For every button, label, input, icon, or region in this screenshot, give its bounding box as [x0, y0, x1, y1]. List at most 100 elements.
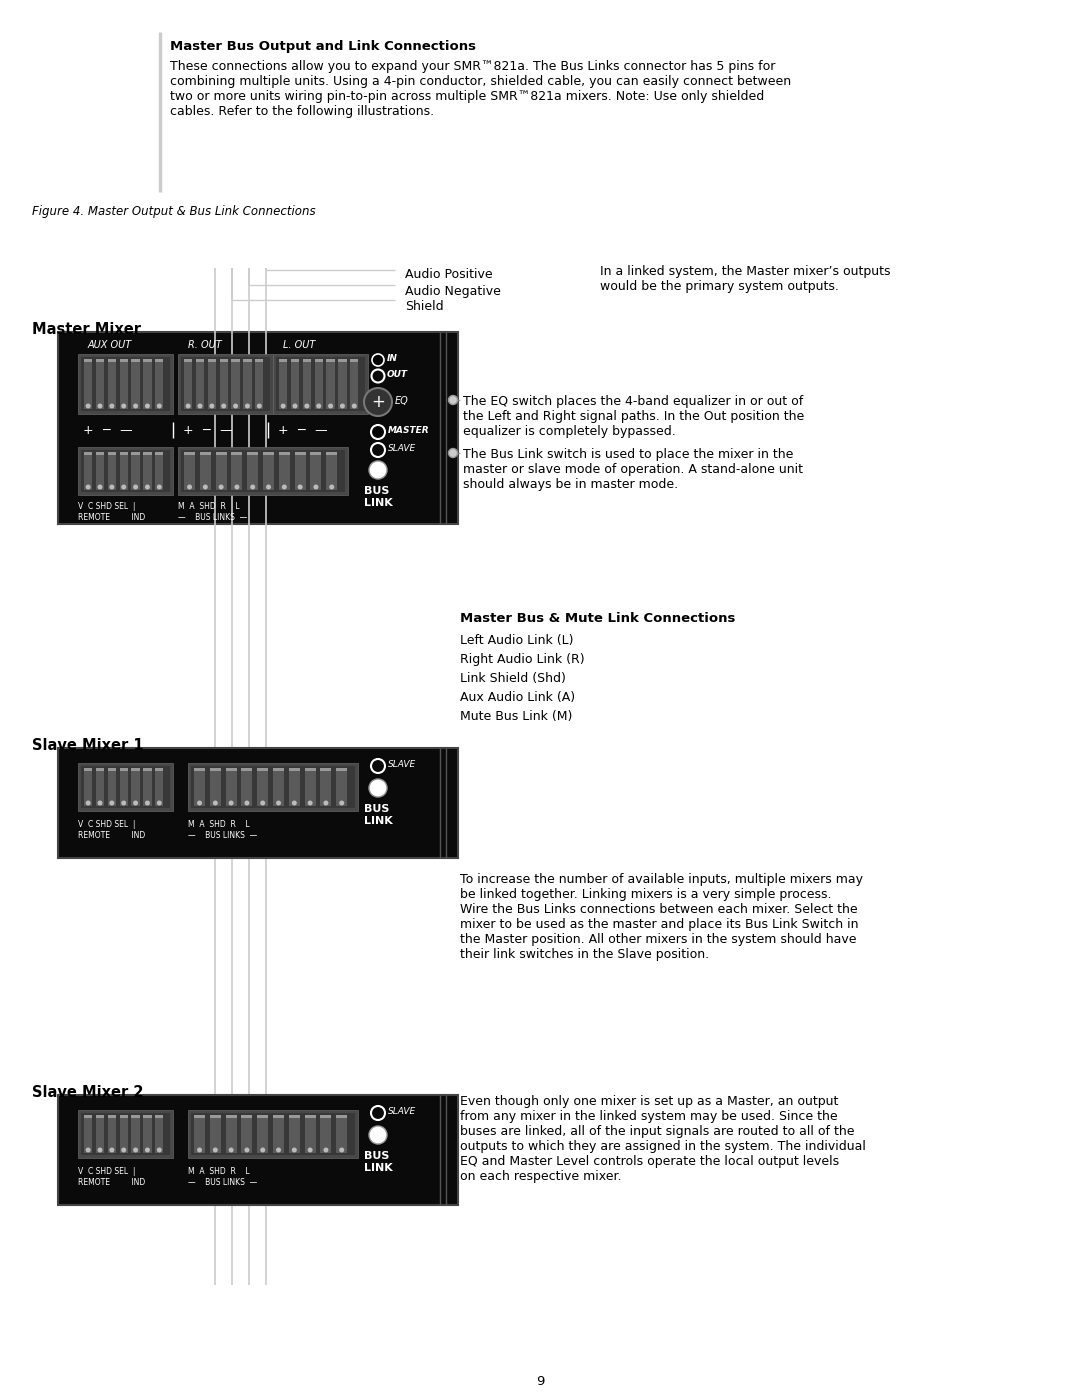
Circle shape: [133, 485, 138, 489]
Circle shape: [364, 388, 392, 416]
Bar: [81, 766, 170, 807]
Text: Master Bus & Mute Link Connections: Master Bus & Mute Link Connections: [460, 612, 735, 624]
Bar: [247, 453, 258, 455]
Text: REMOTE         IND: REMOTE IND: [78, 831, 145, 840]
Text: LINK: LINK: [364, 1162, 393, 1173]
Bar: [184, 453, 195, 455]
Circle shape: [339, 1147, 345, 1153]
Bar: [314, 359, 323, 409]
Bar: [96, 453, 104, 490]
Bar: [84, 768, 92, 771]
Bar: [210, 1115, 221, 1118]
Bar: [58, 1095, 458, 1206]
Text: V  C SHD SEL  |: V C SHD SEL |: [78, 820, 135, 828]
Text: +  −  —: + − —: [278, 425, 327, 437]
Bar: [231, 359, 240, 409]
Bar: [84, 768, 92, 806]
Circle shape: [260, 800, 266, 806]
Bar: [132, 768, 139, 771]
Bar: [338, 359, 347, 409]
Text: Even though only one mixer is set up as a Master, an output
from any mixer in th: Even though only one mixer is set up as …: [460, 1095, 866, 1183]
Text: L. OUT: L. OUT: [283, 339, 315, 351]
Bar: [295, 453, 306, 490]
Circle shape: [133, 1147, 138, 1153]
Circle shape: [145, 1147, 150, 1153]
Text: V  C SHD SEL  |: V C SHD SEL |: [78, 502, 135, 511]
Bar: [350, 359, 359, 362]
Bar: [273, 353, 368, 414]
Bar: [132, 359, 139, 409]
Bar: [242, 768, 253, 771]
Circle shape: [233, 404, 238, 408]
Bar: [108, 1115, 116, 1118]
Circle shape: [157, 485, 162, 489]
Bar: [194, 768, 205, 771]
Bar: [273, 768, 284, 771]
Circle shape: [121, 404, 126, 408]
Text: Left Audio Link (L): Left Audio Link (L): [460, 634, 573, 647]
Bar: [120, 1115, 127, 1153]
Bar: [120, 768, 127, 771]
Circle shape: [197, 1147, 202, 1153]
Bar: [295, 453, 306, 455]
Text: Audio Negative: Audio Negative: [405, 285, 501, 298]
Text: —    BUS LINKS  —: — BUS LINKS —: [178, 513, 247, 522]
Bar: [78, 447, 173, 495]
Bar: [84, 453, 92, 490]
Text: +  −  —: + − —: [183, 425, 232, 437]
Bar: [108, 359, 116, 362]
Circle shape: [157, 800, 162, 806]
Text: Audio Positive: Audio Positive: [405, 268, 492, 281]
Bar: [302, 359, 311, 409]
Circle shape: [316, 404, 321, 408]
Text: LINK: LINK: [364, 816, 393, 826]
Bar: [276, 358, 365, 411]
Circle shape: [210, 404, 214, 408]
Bar: [120, 359, 127, 362]
Text: LINK: LINK: [364, 497, 393, 509]
Bar: [188, 763, 357, 812]
Circle shape: [121, 485, 126, 489]
Bar: [178, 353, 273, 414]
Bar: [326, 359, 335, 362]
Bar: [156, 1115, 163, 1118]
Bar: [257, 1115, 268, 1153]
Circle shape: [97, 800, 103, 806]
Circle shape: [229, 1147, 233, 1153]
Bar: [78, 763, 173, 812]
Bar: [156, 1115, 163, 1153]
Text: —    BUS LINKS  —: — BUS LINKS —: [188, 1178, 257, 1187]
Circle shape: [339, 800, 345, 806]
Circle shape: [213, 800, 218, 806]
Bar: [156, 768, 163, 771]
Text: BUS: BUS: [364, 805, 390, 814]
Bar: [207, 359, 216, 362]
Bar: [200, 453, 211, 455]
Bar: [273, 768, 284, 806]
Bar: [156, 359, 163, 409]
Circle shape: [369, 461, 387, 479]
Bar: [242, 768, 253, 806]
Text: SLAVE: SLAVE: [388, 444, 416, 453]
Bar: [81, 358, 170, 411]
Circle shape: [308, 1147, 312, 1153]
Bar: [226, 1115, 237, 1118]
Bar: [132, 768, 139, 806]
Circle shape: [109, 404, 114, 408]
Bar: [156, 453, 163, 455]
Bar: [326, 453, 337, 490]
Circle shape: [244, 800, 249, 806]
Circle shape: [352, 404, 356, 408]
Bar: [144, 453, 151, 455]
Text: Mute Bus Link (M): Mute Bus Link (M): [460, 710, 572, 724]
Bar: [132, 1115, 139, 1118]
Bar: [255, 359, 264, 409]
Bar: [132, 453, 139, 490]
Circle shape: [369, 1126, 387, 1144]
Bar: [336, 1115, 348, 1153]
Circle shape: [276, 800, 281, 806]
Bar: [181, 358, 270, 411]
Bar: [120, 453, 127, 455]
Text: REMOTE         IND: REMOTE IND: [78, 1178, 145, 1187]
Bar: [84, 453, 92, 455]
